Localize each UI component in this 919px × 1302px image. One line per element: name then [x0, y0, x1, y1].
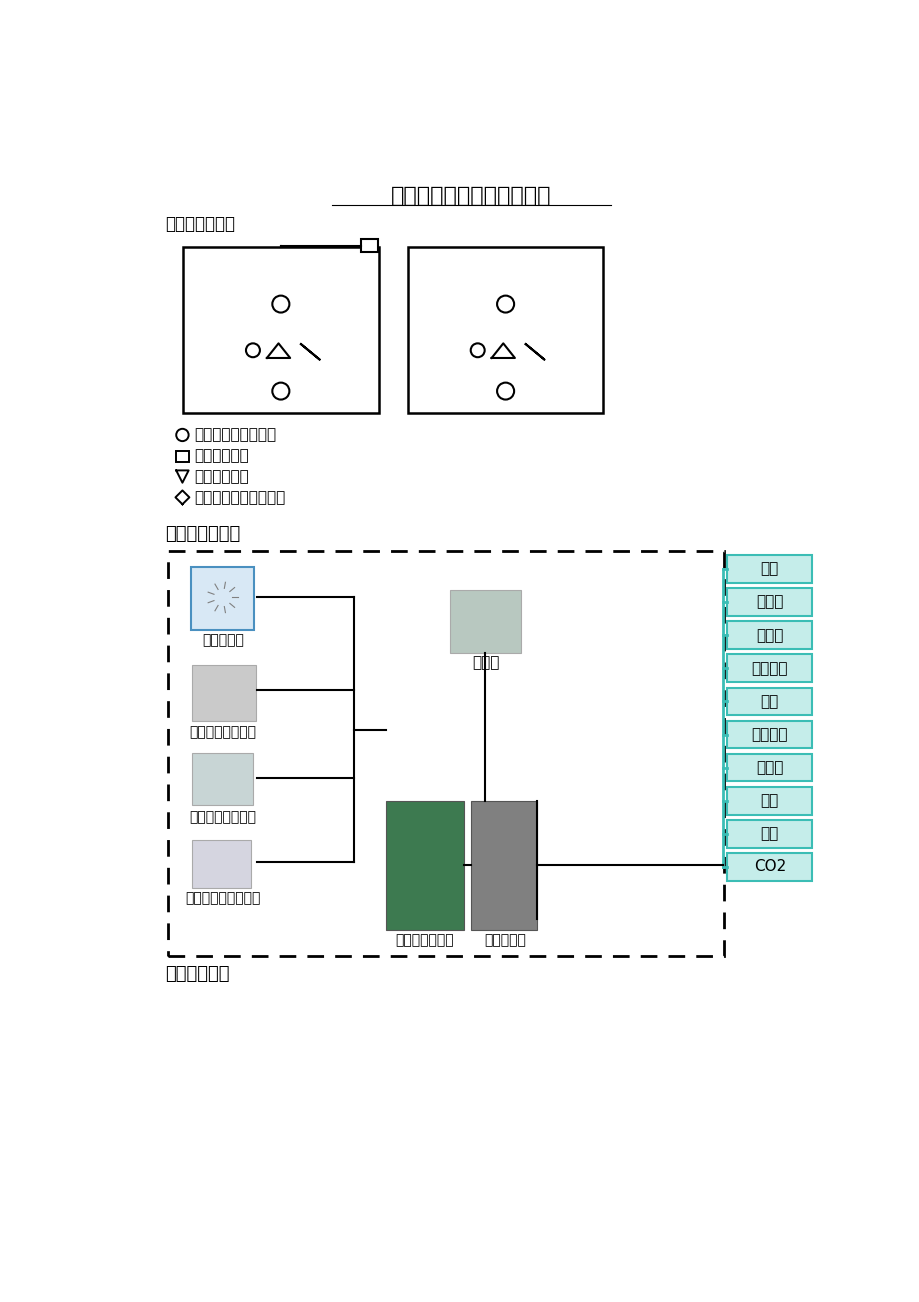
- Text: CO2: CO2: [753, 859, 785, 875]
- Text: 风机: 风机: [760, 694, 778, 708]
- Bar: [726, 589, 811, 616]
- Text: 温室控制柜２台: 温室控制柜２台: [395, 934, 454, 947]
- Bar: [407, 247, 603, 413]
- Bar: [192, 665, 255, 720]
- Bar: [726, 720, 811, 749]
- Bar: [726, 853, 811, 881]
- Text: 气象站１套: 气象站１套: [201, 633, 244, 647]
- Polygon shape: [301, 344, 319, 359]
- Bar: [726, 655, 811, 682]
- Bar: [726, 621, 811, 648]
- Text: 光照度传感器２个: 光照度传感器２个: [189, 810, 256, 824]
- Text: 湿帘水泵: 湿帘水泵: [751, 661, 788, 676]
- Bar: [176, 452, 188, 462]
- Bar: [726, 687, 811, 715]
- Text: 喷雾: 喷雾: [760, 793, 778, 809]
- Polygon shape: [491, 344, 515, 358]
- Text: 计算机: 计算机: [471, 655, 499, 671]
- Bar: [167, 551, 723, 956]
- Text: 温湿度传感器６个: 温湿度传感器６个: [189, 725, 256, 740]
- Bar: [192, 840, 250, 888]
- Bar: [726, 555, 811, 583]
- Text: 二、控制原理图: 二、控制原理图: [165, 525, 241, 543]
- Polygon shape: [176, 491, 189, 504]
- Text: 天窗: 天窗: [760, 561, 778, 577]
- Bar: [726, 820, 811, 848]
- Bar: [191, 566, 255, 630]
- Text: 保温膜: 保温膜: [755, 628, 783, 643]
- Polygon shape: [176, 470, 188, 483]
- Bar: [449, 590, 520, 652]
- Bar: [726, 786, 811, 815]
- Bar: [386, 801, 463, 930]
- Bar: [361, 240, 378, 251]
- Text: 外遮阳: 外遮阳: [755, 595, 783, 609]
- Text: 一、现场布局图: 一、现场布局图: [165, 215, 235, 233]
- Bar: [471, 801, 537, 930]
- Text: 为室外气象站: 为室外气象站: [194, 448, 248, 464]
- Text: 二、系统说明: 二、系统说明: [165, 965, 230, 983]
- Text: 为光照传感器: 为光照传感器: [194, 469, 248, 484]
- Text: 为室内二氧化碳传感器: 为室内二氧化碳传感器: [194, 490, 285, 505]
- Text: 为室内温湿度传感器: 为室内温湿度传感器: [194, 427, 276, 443]
- Text: 强电柜２台: 强电柜２台: [483, 934, 525, 947]
- Polygon shape: [525, 344, 544, 359]
- Text: 二氧化碳传感器２个: 二氧化碳传感器２个: [185, 892, 260, 905]
- Text: 温室自动化控制系统的方案: 温室自动化控制系统的方案: [391, 186, 551, 206]
- Bar: [183, 247, 378, 413]
- Bar: [192, 753, 253, 806]
- Polygon shape: [267, 344, 289, 358]
- Bar: [726, 754, 811, 781]
- Text: 补光灯: 补光灯: [755, 760, 783, 775]
- Text: 滴灌: 滴灌: [760, 827, 778, 841]
- Text: 循环风机: 循环风机: [751, 727, 788, 742]
